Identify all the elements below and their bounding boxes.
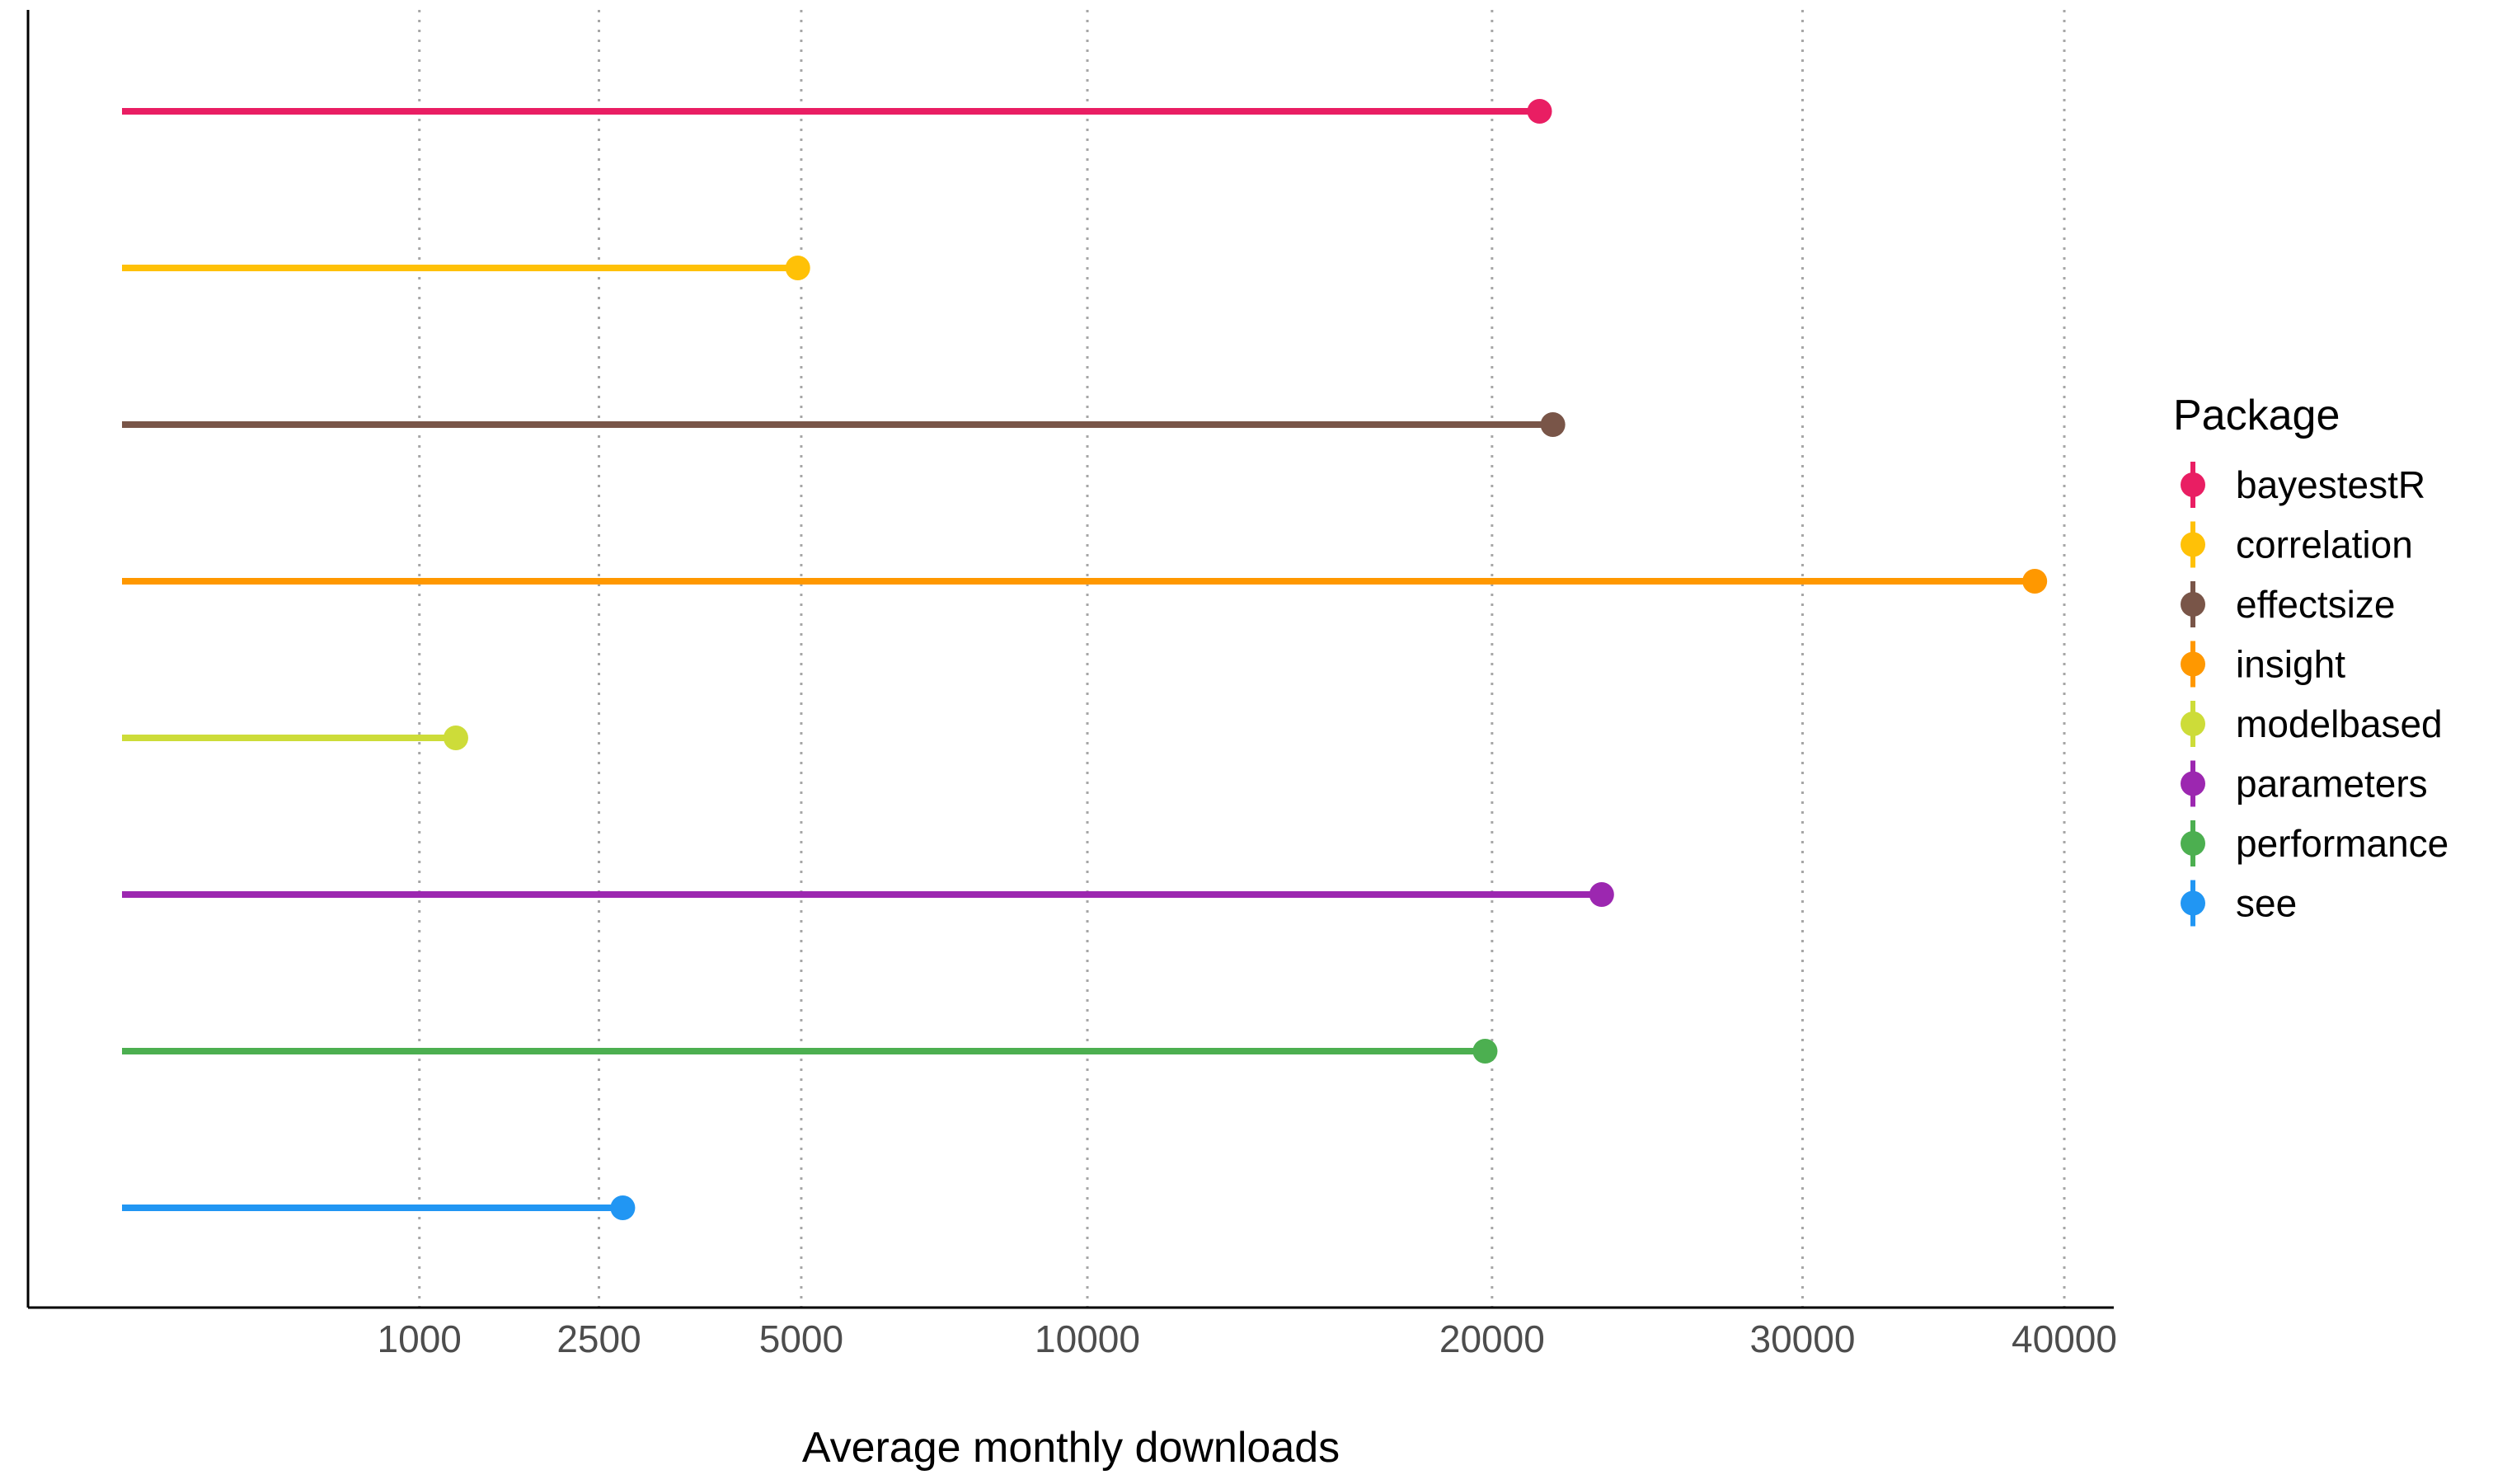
legend-label-performance: performance [2236, 822, 2448, 865]
x-tick-labels: 1000 2500 5000 10000 20000 30000 40000 [378, 1317, 2117, 1360]
lollipop-point-performance [1472, 1039, 1498, 1064]
legend-label-effectsize: effectsize [2236, 583, 2395, 626]
legend-title: Package [2173, 392, 2340, 439]
legend-label-insight: insight [2236, 643, 2345, 686]
legend-label-bayestestR: bayestestR [2236, 463, 2425, 506]
legend-key-point-modelbased [2181, 711, 2205, 736]
lollipop-point-bayestestR [1527, 99, 1552, 124]
axes [26, 10, 2114, 1309]
lollipop-point-modelbased [443, 726, 468, 750]
lollipop-point-insight [2022, 569, 2048, 594]
x-tick-label: 40000 [2012, 1317, 2117, 1360]
legend-label-correlation: correlation [2236, 524, 2413, 566]
x-tick-label: 2500 [556, 1317, 641, 1360]
x-tick-label: 5000 [759, 1317, 843, 1360]
legend-key-point-correlation [2181, 532, 2205, 557]
legend-key-point-bayestestR [2181, 472, 2205, 497]
x-tick-label: 10000 [1035, 1317, 1140, 1360]
x-tick-label: 1000 [378, 1317, 462, 1360]
gridlines [418, 10, 2066, 1308]
lollipop-point-parameters [1589, 882, 1614, 907]
x-tick-label: 30000 [1750, 1317, 1856, 1360]
legend-label-parameters: parameters [2236, 763, 2428, 805]
x-axis-title: Average monthly downloads [802, 1424, 1340, 1472]
x-tick-label: 20000 [1439, 1317, 1545, 1360]
legend-label-see: see [2236, 882, 2297, 925]
lollipop-marks [122, 99, 2048, 1220]
legend-key-point-insight [2181, 651, 2205, 677]
lollipop-point-see [610, 1195, 636, 1220]
legend-key-point-performance [2181, 831, 2205, 856]
legend-key-point-parameters [2181, 771, 2205, 796]
legend: Package bayestestR correlation effectsize i… [2173, 392, 2448, 927]
legend-key-point-see [2181, 890, 2205, 916]
legend-key-point-effectsize [2181, 592, 2205, 617]
lollipop-point-effectsize [1540, 412, 1566, 437]
lollipop-point-correlation [785, 256, 810, 280]
legend-label-modelbased: modelbased [2236, 702, 2443, 745]
